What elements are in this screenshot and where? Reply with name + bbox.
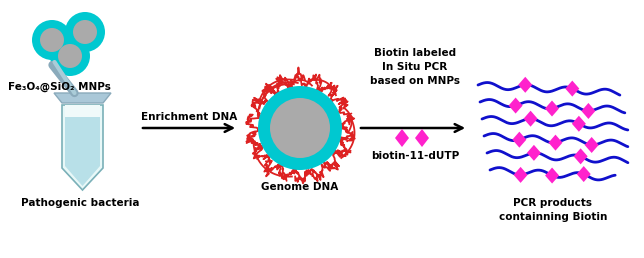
- Text: Enrichment DNA: Enrichment DNA: [141, 112, 237, 122]
- Text: Genome DNA: Genome DNA: [261, 182, 339, 192]
- Polygon shape: [415, 129, 429, 147]
- Polygon shape: [509, 98, 523, 114]
- Polygon shape: [54, 93, 111, 103]
- Polygon shape: [574, 148, 587, 164]
- Polygon shape: [545, 101, 559, 117]
- Polygon shape: [62, 105, 103, 190]
- Polygon shape: [65, 117, 100, 186]
- Polygon shape: [565, 80, 580, 96]
- Circle shape: [32, 20, 72, 60]
- Polygon shape: [65, 105, 100, 117]
- Polygon shape: [572, 116, 586, 132]
- Polygon shape: [513, 132, 526, 148]
- Text: Fe₃O₄@SiO₂ MNPs: Fe₃O₄@SiO₂ MNPs: [8, 82, 111, 92]
- Circle shape: [258, 86, 342, 170]
- Circle shape: [65, 12, 105, 52]
- Polygon shape: [545, 167, 559, 183]
- Polygon shape: [514, 167, 527, 183]
- Circle shape: [50, 36, 90, 76]
- Text: biotin-11-dUTP: biotin-11-dUTP: [371, 151, 459, 161]
- Polygon shape: [585, 137, 599, 153]
- Polygon shape: [577, 166, 591, 182]
- Circle shape: [73, 20, 97, 44]
- Text: Biotin labeled
In Situ PCR
based on MNPs: Biotin labeled In Situ PCR based on MNPs: [370, 48, 460, 86]
- Text: Pathogenic bacteria: Pathogenic bacteria: [21, 198, 139, 208]
- Polygon shape: [527, 145, 541, 161]
- Polygon shape: [549, 135, 562, 151]
- Circle shape: [58, 44, 82, 68]
- Polygon shape: [518, 77, 532, 93]
- Circle shape: [40, 28, 64, 52]
- Polygon shape: [395, 129, 409, 147]
- Polygon shape: [524, 111, 538, 127]
- Polygon shape: [582, 103, 596, 119]
- Text: PCR products
containning Biotin: PCR products containning Biotin: [499, 198, 607, 222]
- Circle shape: [270, 98, 330, 158]
